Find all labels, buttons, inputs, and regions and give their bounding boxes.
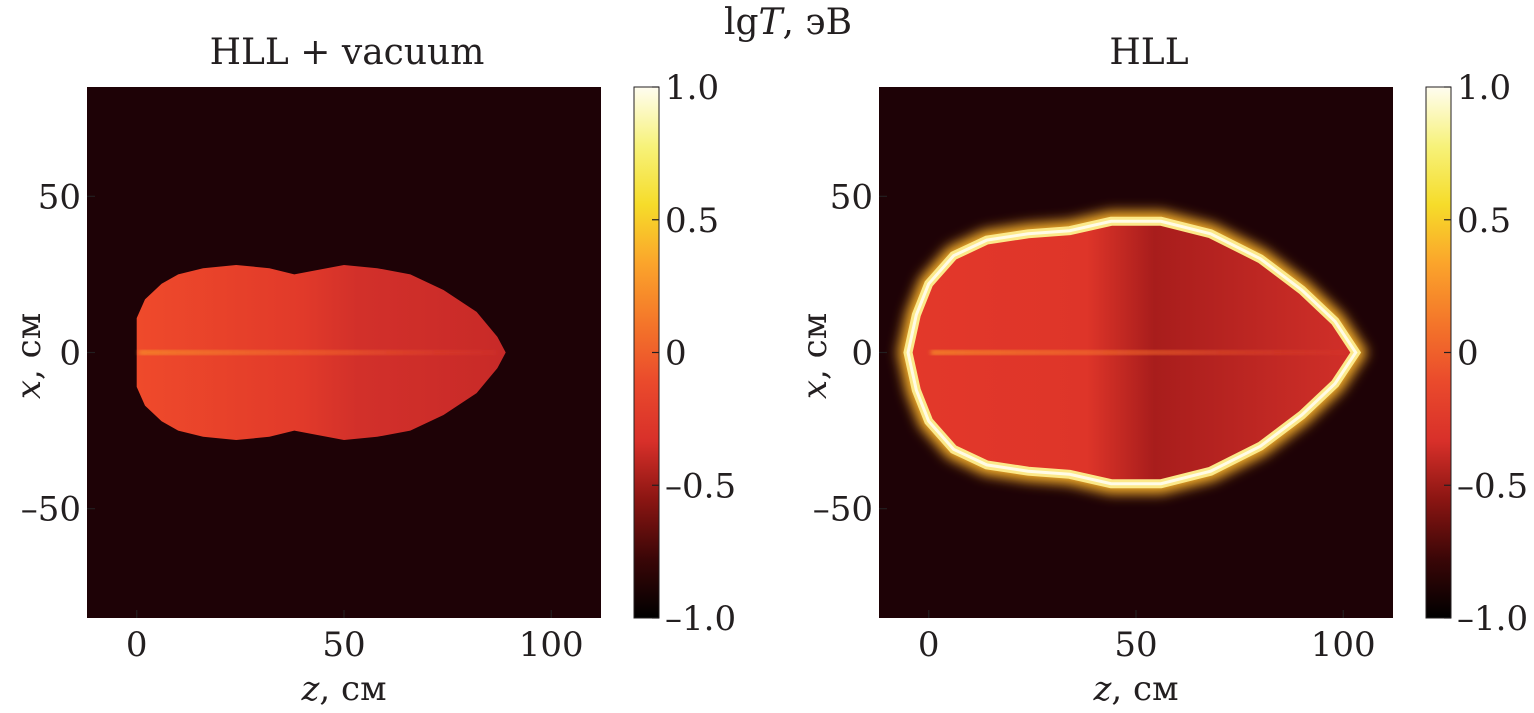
left-y-tick-label: 50 xyxy=(38,177,81,217)
right-heatmap-field xyxy=(897,211,1368,494)
left-panel-title: HLL + vacuum xyxy=(210,32,485,73)
left-heatmap-field xyxy=(136,265,506,440)
right-axis-jet xyxy=(930,350,1346,355)
right-colorbar-tick-label: –1.0 xyxy=(1457,599,1528,639)
left-y-tick-label: 0 xyxy=(59,334,81,374)
right-x-tick-label: 50 xyxy=(1114,625,1157,665)
left-colorbar-tick-label: –0.5 xyxy=(665,466,736,506)
right-y-ticks: 50 0 –50 xyxy=(813,177,887,530)
left-colorbar-ticks: 1.0 0.5 0 –0.5 –1.0 xyxy=(652,68,736,639)
right-colorbar-tick-label: 1.0 xyxy=(1457,68,1511,108)
right-y-tick-label: –50 xyxy=(813,490,873,530)
left-y-axis-label: x, см xyxy=(9,313,49,399)
left-colorbar-tick-label: 0.5 xyxy=(665,201,719,241)
right-colorbar-tick-label: 0 xyxy=(1457,334,1479,374)
right-y-tick-label: 0 xyxy=(851,334,873,374)
left-colorbar-tick-label: 1.0 xyxy=(665,68,719,108)
right-x-ticks: 0 50 100 xyxy=(918,610,1376,665)
left-x-tick-label: 50 xyxy=(322,625,365,665)
right-colorbar-tick-label: 0.5 xyxy=(1457,201,1511,241)
figure-title: lgT, эВ xyxy=(724,2,852,43)
left-y-ticks: 50 0 –50 xyxy=(21,177,95,530)
right-colorbar-ticks: 1.0 0.5 0 –0.5 –1.0 xyxy=(1444,68,1528,639)
right-shock-shell xyxy=(906,219,1358,486)
left-y-tick-label: –50 xyxy=(21,490,81,530)
left-x-axis-label: z, см xyxy=(300,669,386,709)
left-axis-jet xyxy=(138,350,496,355)
left-x-ticks: 0 50 100 xyxy=(126,610,584,665)
right-colorbar: 1.0 0.5 0 –0.5 –1.0 xyxy=(1425,68,1528,639)
right-panel: HLL 0 50 100 50 0 –50 z, см x, см xyxy=(795,32,1393,709)
left-x-tick-label: 0 xyxy=(126,625,148,665)
right-colorbar-tick-label: –0.5 xyxy=(1457,466,1528,506)
left-panel: HLL + vacuum 0 50 100 50 0 –50 z, см x, см xyxy=(9,32,601,709)
right-x-axis-label: z, см xyxy=(1092,669,1178,709)
left-colorbar-tick-label: 0 xyxy=(665,334,687,374)
left-x-tick-label: 100 xyxy=(519,625,584,665)
right-x-tick-label: 100 xyxy=(1311,625,1376,665)
left-colorbar-tick-label: –1.0 xyxy=(665,599,736,639)
right-panel-title: HLL xyxy=(1109,32,1188,73)
left-colorbar: 1.0 0.5 0 –0.5 –1.0 xyxy=(633,68,736,639)
right-x-tick-label: 0 xyxy=(918,625,940,665)
right-y-tick-label: 50 xyxy=(830,177,873,217)
right-y-axis-label: x, см xyxy=(795,313,835,399)
